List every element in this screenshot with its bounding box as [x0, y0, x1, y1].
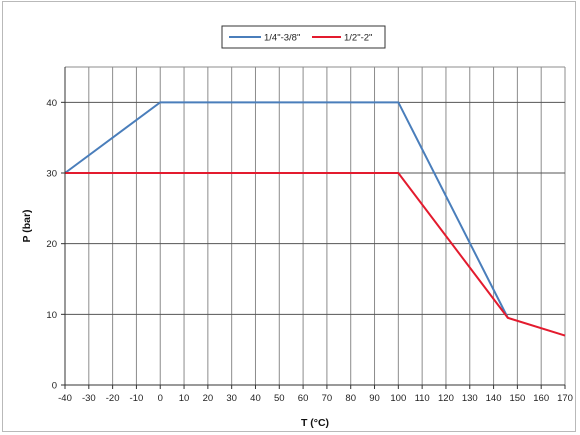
x-tick-label: -20 [106, 393, 120, 404]
y-axis-title: P (bar) [21, 209, 33, 242]
x-tick-label: 30 [226, 393, 237, 404]
x-tick-label: 120 [438, 393, 454, 404]
x-tick-label: 70 [322, 393, 333, 404]
y-tick-label: 10 [46, 310, 57, 321]
x-tick-labels: -40 -30 -20 -10 0 10 20 30 40 50 60 70 80 90 100 110 120… [58, 385, 573, 404]
x-tick-label: 170 [557, 393, 573, 404]
x-tick-label: 150 [509, 393, 525, 404]
legend-box [221, 25, 386, 49]
x-tick-label: -30 [82, 393, 96, 404]
x-tick-label: 80 [345, 393, 356, 404]
y-tick-label: 0 [52, 381, 57, 392]
legend-label-series-2: 1/2"-2" [344, 33, 372, 44]
x-tick-label: -40 [58, 393, 72, 404]
y-tick-label: 30 [46, 169, 57, 180]
y-tick-label: 40 [46, 98, 57, 109]
series-line-2 [65, 172, 566, 337]
x-tick-label: 130 [462, 393, 478, 404]
x-axis-title: T (°C) [301, 417, 329, 429]
x-tick-label: 10 [179, 393, 190, 404]
y-tick-label: 20 [46, 239, 57, 250]
series-layer [64, 101, 566, 337]
x-tick-label: 160 [533, 393, 549, 404]
x-tick-label: 20 [203, 393, 214, 404]
x-tick-label: 0 [158, 393, 163, 404]
series-line-1 [64, 101, 509, 319]
x-tick-label: 90 [369, 393, 380, 404]
legend: 1/4"-3/8" 1/2"-2" [221, 25, 386, 49]
x-tick-label: 60 [298, 393, 309, 404]
x-tick-label: 140 [486, 393, 502, 404]
x-tick-label: -10 [130, 393, 144, 404]
x-tick-label: 40 [250, 393, 261, 404]
x-tick-label: 50 [274, 393, 285, 404]
legend-label-series-1: 1/4"-3/8" [264, 33, 300, 44]
x-tick-label: 110 [415, 393, 430, 404]
plot-area [65, 67, 565, 385]
x-tick-label: 100 [390, 393, 406, 404]
y-tick-labels: 0 10 20 30 40 [46, 98, 65, 392]
